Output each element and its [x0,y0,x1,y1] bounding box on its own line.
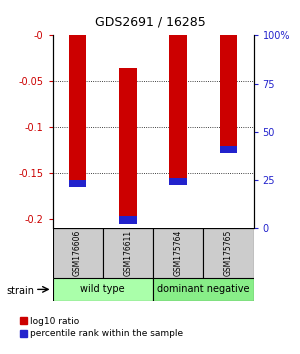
Bar [119,68,137,224]
Bar [220,35,237,153]
Text: GSM175765: GSM175765 [224,230,233,276]
Text: GSM176606: GSM176606 [73,230,82,276]
Text: GSM175764: GSM175764 [174,230,183,276]
Bar [153,278,254,301]
Bar [103,228,153,278]
Text: GDS2691 / 16285: GDS2691 / 16285 [94,16,206,29]
Text: wild type: wild type [80,284,125,295]
Text: strain: strain [6,286,34,296]
Text: GSM176611: GSM176611 [123,230,132,276]
Text: dominant negative: dominant negative [157,284,250,295]
Bar [69,180,86,187]
Bar [153,228,203,278]
Bar [169,178,187,185]
Bar [169,35,187,185]
Bar [52,228,103,278]
Bar [119,216,137,224]
Bar [220,145,237,153]
Legend: log10 ratio, percentile rank within the sample: log10 ratio, percentile rank within the … [20,316,184,338]
Bar [52,278,153,301]
Bar [203,228,254,278]
Bar [69,35,86,187]
